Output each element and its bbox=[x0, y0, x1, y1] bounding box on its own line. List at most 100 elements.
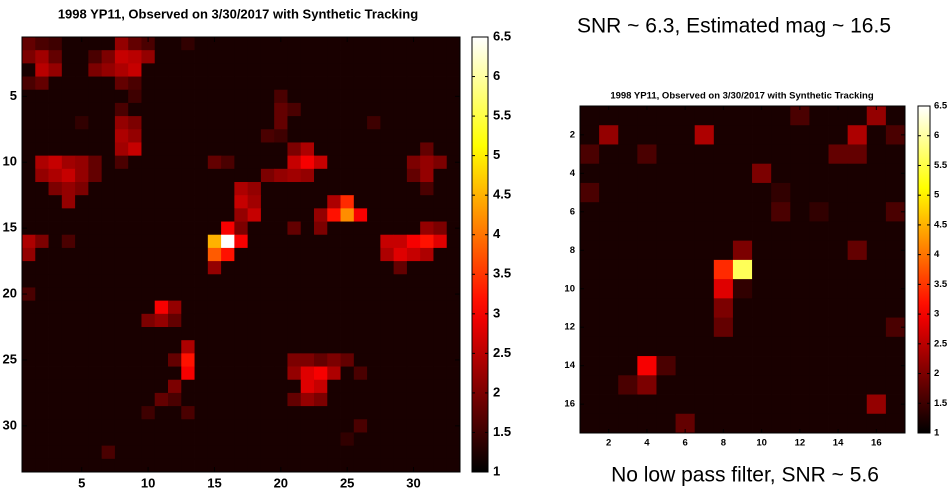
heatmap-cell bbox=[752, 221, 772, 242]
heatmap-cell bbox=[75, 353, 89, 367]
heatmap-cell bbox=[154, 50, 169, 64]
heatmap-cell bbox=[154, 221, 169, 236]
heatmap-cell bbox=[713, 336, 734, 357]
heatmap-cell bbox=[274, 340, 288, 354]
heatmap-cell bbox=[380, 353, 395, 367]
heatmap-cell bbox=[247, 234, 262, 249]
heatmap-cell bbox=[580, 336, 600, 357]
heatmap-cell bbox=[433, 432, 448, 447]
heatmap-cell bbox=[433, 182, 448, 196]
heatmap-cell bbox=[790, 221, 810, 242]
heatmap-cell bbox=[260, 432, 275, 447]
heatmap-cell bbox=[713, 356, 734, 376]
heatmap-cell bbox=[675, 336, 696, 357]
heatmap-cell bbox=[114, 287, 129, 302]
heatmap-cell bbox=[380, 313, 395, 328]
heatmap-cell bbox=[221, 379, 235, 394]
heatmap-cell bbox=[828, 106, 849, 126]
heatmap-cell bbox=[314, 102, 328, 117]
heatmap-cell bbox=[618, 144, 638, 165]
heatmap-cell bbox=[22, 274, 36, 288]
heatmap-cell bbox=[406, 274, 421, 288]
heatmap-cell bbox=[327, 142, 341, 157]
heatmap-cell bbox=[141, 102, 156, 117]
heatmap-cell bbox=[732, 163, 753, 184]
heatmap-cell bbox=[114, 406, 129, 420]
heatmap-cell bbox=[327, 76, 341, 91]
heatmap-cell bbox=[260, 102, 275, 117]
heatmap-cell bbox=[637, 413, 657, 434]
heatmap-cell bbox=[353, 261, 368, 275]
heatmap-cell bbox=[194, 50, 209, 64]
heatmap-cell bbox=[75, 182, 89, 196]
heatmap-cell bbox=[61, 340, 76, 354]
heatmap-cell bbox=[22, 234, 36, 249]
heatmap-cell bbox=[128, 366, 142, 381]
heatmap-cell bbox=[828, 202, 849, 222]
heatmap-cell bbox=[599, 375, 619, 395]
heatmap-cell bbox=[128, 116, 142, 130]
heatmap-cell bbox=[809, 221, 829, 242]
heatmap-cell bbox=[128, 300, 142, 315]
heatmap-cell bbox=[75, 50, 89, 64]
heatmap-cell bbox=[101, 102, 116, 117]
heatmap-cell bbox=[713, 259, 734, 280]
heatmap-cell bbox=[207, 419, 222, 433]
heatmap-cell bbox=[75, 379, 89, 394]
heatmap-cell bbox=[154, 168, 169, 183]
heatmap-cell bbox=[637, 163, 657, 184]
heatmap-cell bbox=[866, 163, 887, 184]
heatmap-cell bbox=[300, 327, 315, 341]
heatmap-cell bbox=[694, 202, 715, 222]
heatmap-cell bbox=[234, 340, 249, 354]
heatmap-cell bbox=[752, 279, 772, 299]
heatmap-cell bbox=[114, 234, 129, 249]
heatmap-cell bbox=[771, 182, 791, 203]
heatmap-cell bbox=[340, 234, 355, 249]
heatmap-cell bbox=[274, 37, 288, 51]
heatmap-cell bbox=[141, 129, 156, 143]
y-tick-label: 8 bbox=[570, 245, 575, 256]
heatmap-cell bbox=[75, 221, 89, 236]
heatmap-cell bbox=[420, 247, 434, 262]
heatmap-cell bbox=[828, 144, 849, 165]
heatmap-cell bbox=[327, 116, 341, 130]
heatmap-cell bbox=[61, 142, 76, 157]
heatmap-cell bbox=[367, 353, 381, 367]
heatmap-cell bbox=[114, 195, 129, 209]
heatmap-cell bbox=[114, 116, 129, 130]
heatmap-cell bbox=[353, 432, 368, 447]
heatmap-cell bbox=[287, 247, 302, 262]
heatmap-cell bbox=[599, 163, 619, 184]
heatmap-cell bbox=[618, 163, 638, 184]
heatmap-cell bbox=[194, 89, 209, 104]
heatmap-cell bbox=[61, 89, 76, 104]
heatmap-cell bbox=[420, 221, 434, 236]
heatmap-cell bbox=[88, 50, 103, 64]
y-tick-label: 6 bbox=[570, 206, 575, 217]
heatmap-cell bbox=[194, 129, 209, 143]
heatmap-cell bbox=[141, 287, 156, 302]
heatmap-cell bbox=[154, 366, 169, 381]
heatmap-cell bbox=[35, 37, 49, 51]
heatmap-cell bbox=[168, 406, 182, 420]
heatmap-cell bbox=[260, 379, 275, 394]
heatmap-cell bbox=[393, 392, 408, 407]
heatmap-cell bbox=[314, 37, 328, 51]
heatmap-cell bbox=[433, 89, 448, 104]
heatmap-cell bbox=[75, 116, 89, 130]
heatmap-cell bbox=[181, 221, 195, 236]
heatmap-cell bbox=[221, 419, 235, 433]
heatmap-cell bbox=[300, 142, 315, 157]
heatmap-cell bbox=[580, 106, 600, 126]
heatmap-cell bbox=[393, 366, 408, 381]
heatmap-cell bbox=[128, 155, 142, 170]
heatmap-cell bbox=[35, 168, 49, 183]
heatmap-cell bbox=[287, 366, 302, 381]
heatmap-cell bbox=[694, 317, 715, 338]
heatmap-cell bbox=[637, 279, 657, 299]
heatmap-cell bbox=[128, 458, 142, 473]
heatmap-cell bbox=[433, 313, 448, 328]
heatmap-cell bbox=[637, 298, 657, 318]
colorbar-tick-label: 5.5 bbox=[934, 160, 947, 171]
